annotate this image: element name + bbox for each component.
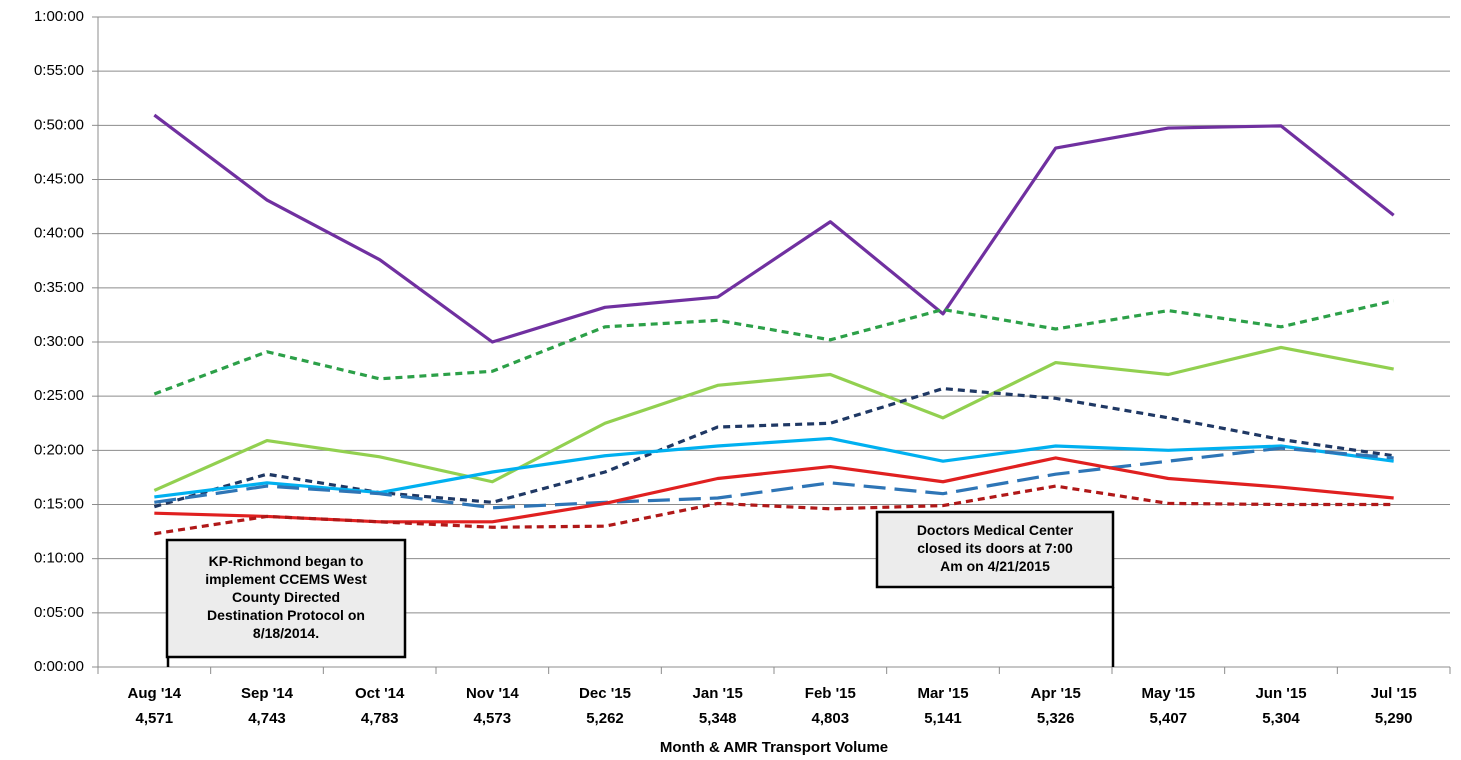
x-tick-sublabel: 5,326 <box>1037 710 1075 727</box>
annotation-box <box>875 510 1115 589</box>
annotation-text: implement CCEMS West <box>205 571 367 587</box>
series-line <box>154 446 1394 510</box>
annotation-text: Doctors Medical Center <box>917 522 1074 538</box>
x-tick-label: Aug '14 <box>128 685 182 702</box>
x-tick-label: Jul '15 <box>1371 685 1417 702</box>
annotation-box <box>165 538 407 659</box>
y-tick-label: 0:25:00 <box>34 387 84 404</box>
annotation-text: Am on 4/21/2015 <box>940 558 1050 574</box>
y-tick-label: 0:45:00 <box>34 170 84 187</box>
x-tick-sublabel: 5,141 <box>924 710 962 727</box>
x-tick-label: Feb '15 <box>805 685 856 702</box>
annotation-text: closed its doors at 7:00 <box>917 540 1073 556</box>
y-tick-label: 0:50:00 <box>34 116 84 133</box>
x-tick-sublabel: 5,262 <box>586 710 624 727</box>
x-tick-sublabel: 4,743 <box>248 710 286 727</box>
x-tick-label: Jan '15 <box>693 685 743 702</box>
y-tick-label: 0:40:00 <box>34 225 84 242</box>
y-tick-label: 0:05:00 <box>34 604 84 621</box>
x-tick-sublabel: 4,571 <box>136 710 174 727</box>
series-line <box>153 386 1394 509</box>
x-tick-label: Oct '14 <box>355 685 405 702</box>
x-axis-label: Month & AMR Transport Volume <box>660 739 888 756</box>
annotation-text: Destination Protocol on <box>207 607 365 623</box>
y-tick-label: 0:35:00 <box>34 279 84 296</box>
x-tick-sublabel: 5,348 <box>699 710 737 727</box>
x-tick-label: May '15 <box>1142 685 1196 702</box>
annotation-text: 8/18/2014. <box>253 625 319 641</box>
x-tick-label: Sep '14 <box>241 685 294 702</box>
series-line <box>154 436 1394 499</box>
x-tick-sublabel: 5,290 <box>1375 710 1413 727</box>
x-tick-label: Mar '15 <box>917 685 968 702</box>
x-tick-sublabel: 4,803 <box>812 710 850 727</box>
series-line <box>153 113 1395 344</box>
x-tick-sublabel: 4,783 <box>361 710 399 727</box>
series-line <box>154 484 1394 536</box>
x-tick-label: Jun '15 <box>1255 685 1306 702</box>
y-tick-label: 0:15:00 <box>34 495 84 512</box>
annotation-text: County Directed <box>232 589 340 605</box>
series-line <box>153 299 1395 396</box>
x-tick-label: Dec '15 <box>579 685 631 702</box>
x-tick-sublabel: 5,407 <box>1150 710 1188 727</box>
y-tick-label: 0:55:00 <box>34 62 84 79</box>
x-tick-label: Nov '14 <box>466 685 519 702</box>
x-tick-label: Apr '15 <box>1031 685 1081 702</box>
annotation-text: KP-Richmond began to <box>209 553 364 569</box>
y-tick-label: 1:00:00 <box>34 8 84 25</box>
y-tick-label: 0:30:00 <box>34 333 84 350</box>
y-tick-label: 0:20:00 <box>34 441 84 458</box>
x-tick-sublabel: 4,573 <box>474 710 512 727</box>
x-tick-sublabel: 5,304 <box>1262 710 1300 727</box>
y-tick-label: 0:10:00 <box>34 550 84 567</box>
series-line <box>153 345 1394 492</box>
y-tick-label: 0:00:00 <box>34 658 84 675</box>
